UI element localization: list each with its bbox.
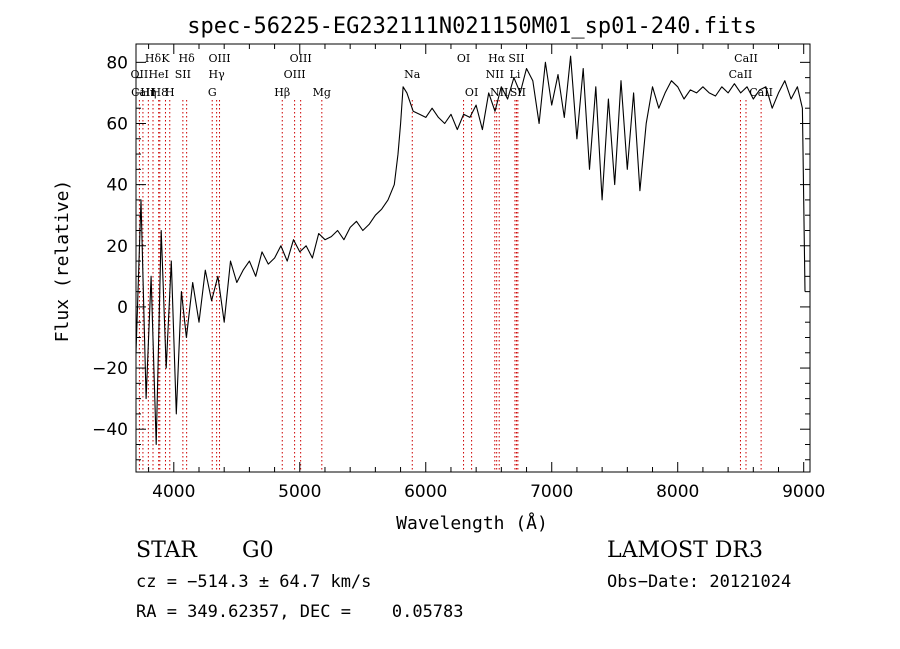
line-marker-label: OIII <box>290 52 312 65</box>
y-tick-label: 20 <box>106 237 128 257</box>
axis-ticks: 4000 5000 6000 7000 8000 9000 −40 −20 0 20 40 60 80 <box>92 44 825 502</box>
line-marker-label: Hα <box>488 52 506 65</box>
spectral-subclass: G0 <box>242 538 274 563</box>
line-marker-label: Hγ <box>209 68 226 81</box>
y-tick-label: 40 <box>106 176 128 196</box>
y-tick-label: 60 <box>106 114 128 134</box>
line-marker-label: Hδ <box>179 52 196 65</box>
x-tick-label: 6000 <box>404 482 447 502</box>
line-marker-label: OII <box>131 68 149 81</box>
x-axis-label: Wavelength (Å) <box>396 512 548 534</box>
line-marker-label: SII <box>508 52 524 65</box>
line-marker-label: K <box>161 52 170 65</box>
line-marker-label: OIII <box>284 68 306 81</box>
line-marker-label: Mg <box>313 86 331 99</box>
line-marker-label: CaII <box>734 52 758 65</box>
line-marker-label: Li <box>510 68 521 81</box>
redshift-cz: cz = −514.3 ± 64.7 km/s <box>136 572 372 592</box>
line-marker-label: OIII <box>208 52 230 65</box>
spectral-line-markers: HδOIICaIIH8KHeIHηHδSIIHOIIIHγGOIIIOIIIHβ… <box>131 52 773 472</box>
survey-name: LAMOST DR3 <box>607 538 763 563</box>
coordinates: RA = 349.62357, DEC = 0.05783 <box>136 602 464 622</box>
y-tick-label: −20 <box>92 359 128 379</box>
line-marker-label: HeI <box>148 68 168 81</box>
x-tick-label: 5000 <box>278 482 321 502</box>
line-marker-label: CaII <box>131 86 155 99</box>
x-tick-label: 8000 <box>656 482 699 502</box>
line-marker-label: OI <box>465 86 478 99</box>
y-tick-label: 0 <box>117 298 128 318</box>
y-axis-label: Flux (relative) <box>52 180 73 343</box>
line-marker-label: SII <box>175 68 191 81</box>
line-marker-label: G <box>208 86 217 99</box>
line-marker-label: SII <box>510 86 526 99</box>
x-tick-label: 7000 <box>530 482 573 502</box>
chart-title: spec-56225-EG232111N021150M01_sp01-240.f… <box>187 14 757 39</box>
line-marker-label: Hβ <box>274 86 290 99</box>
spectrum-series <box>135 55 806 446</box>
y-tick-label: 80 <box>106 53 128 73</box>
line-marker-label: H <box>165 86 175 99</box>
spectrum-line <box>135 55 806 446</box>
object-class: STAR <box>136 538 197 563</box>
line-marker-label: Na <box>404 68 421 81</box>
x-tick-label: 9000 <box>782 482 825 502</box>
line-marker-label: Hη <box>140 86 156 99</box>
line-marker-label: OI <box>457 52 470 65</box>
line-marker-label: CaII <box>729 68 753 81</box>
obs-date: Obs−Date: 20121024 <box>607 572 792 592</box>
line-marker-label: Hδ <box>145 52 162 65</box>
line-marker-label: NII <box>486 68 504 81</box>
line-marker-label: NII <box>490 86 508 99</box>
y-tick-label: −40 <box>92 420 128 440</box>
x-tick-label: 4000 <box>152 482 195 502</box>
line-marker-label: H8 <box>152 86 169 99</box>
plot-frame <box>135 43 811 473</box>
